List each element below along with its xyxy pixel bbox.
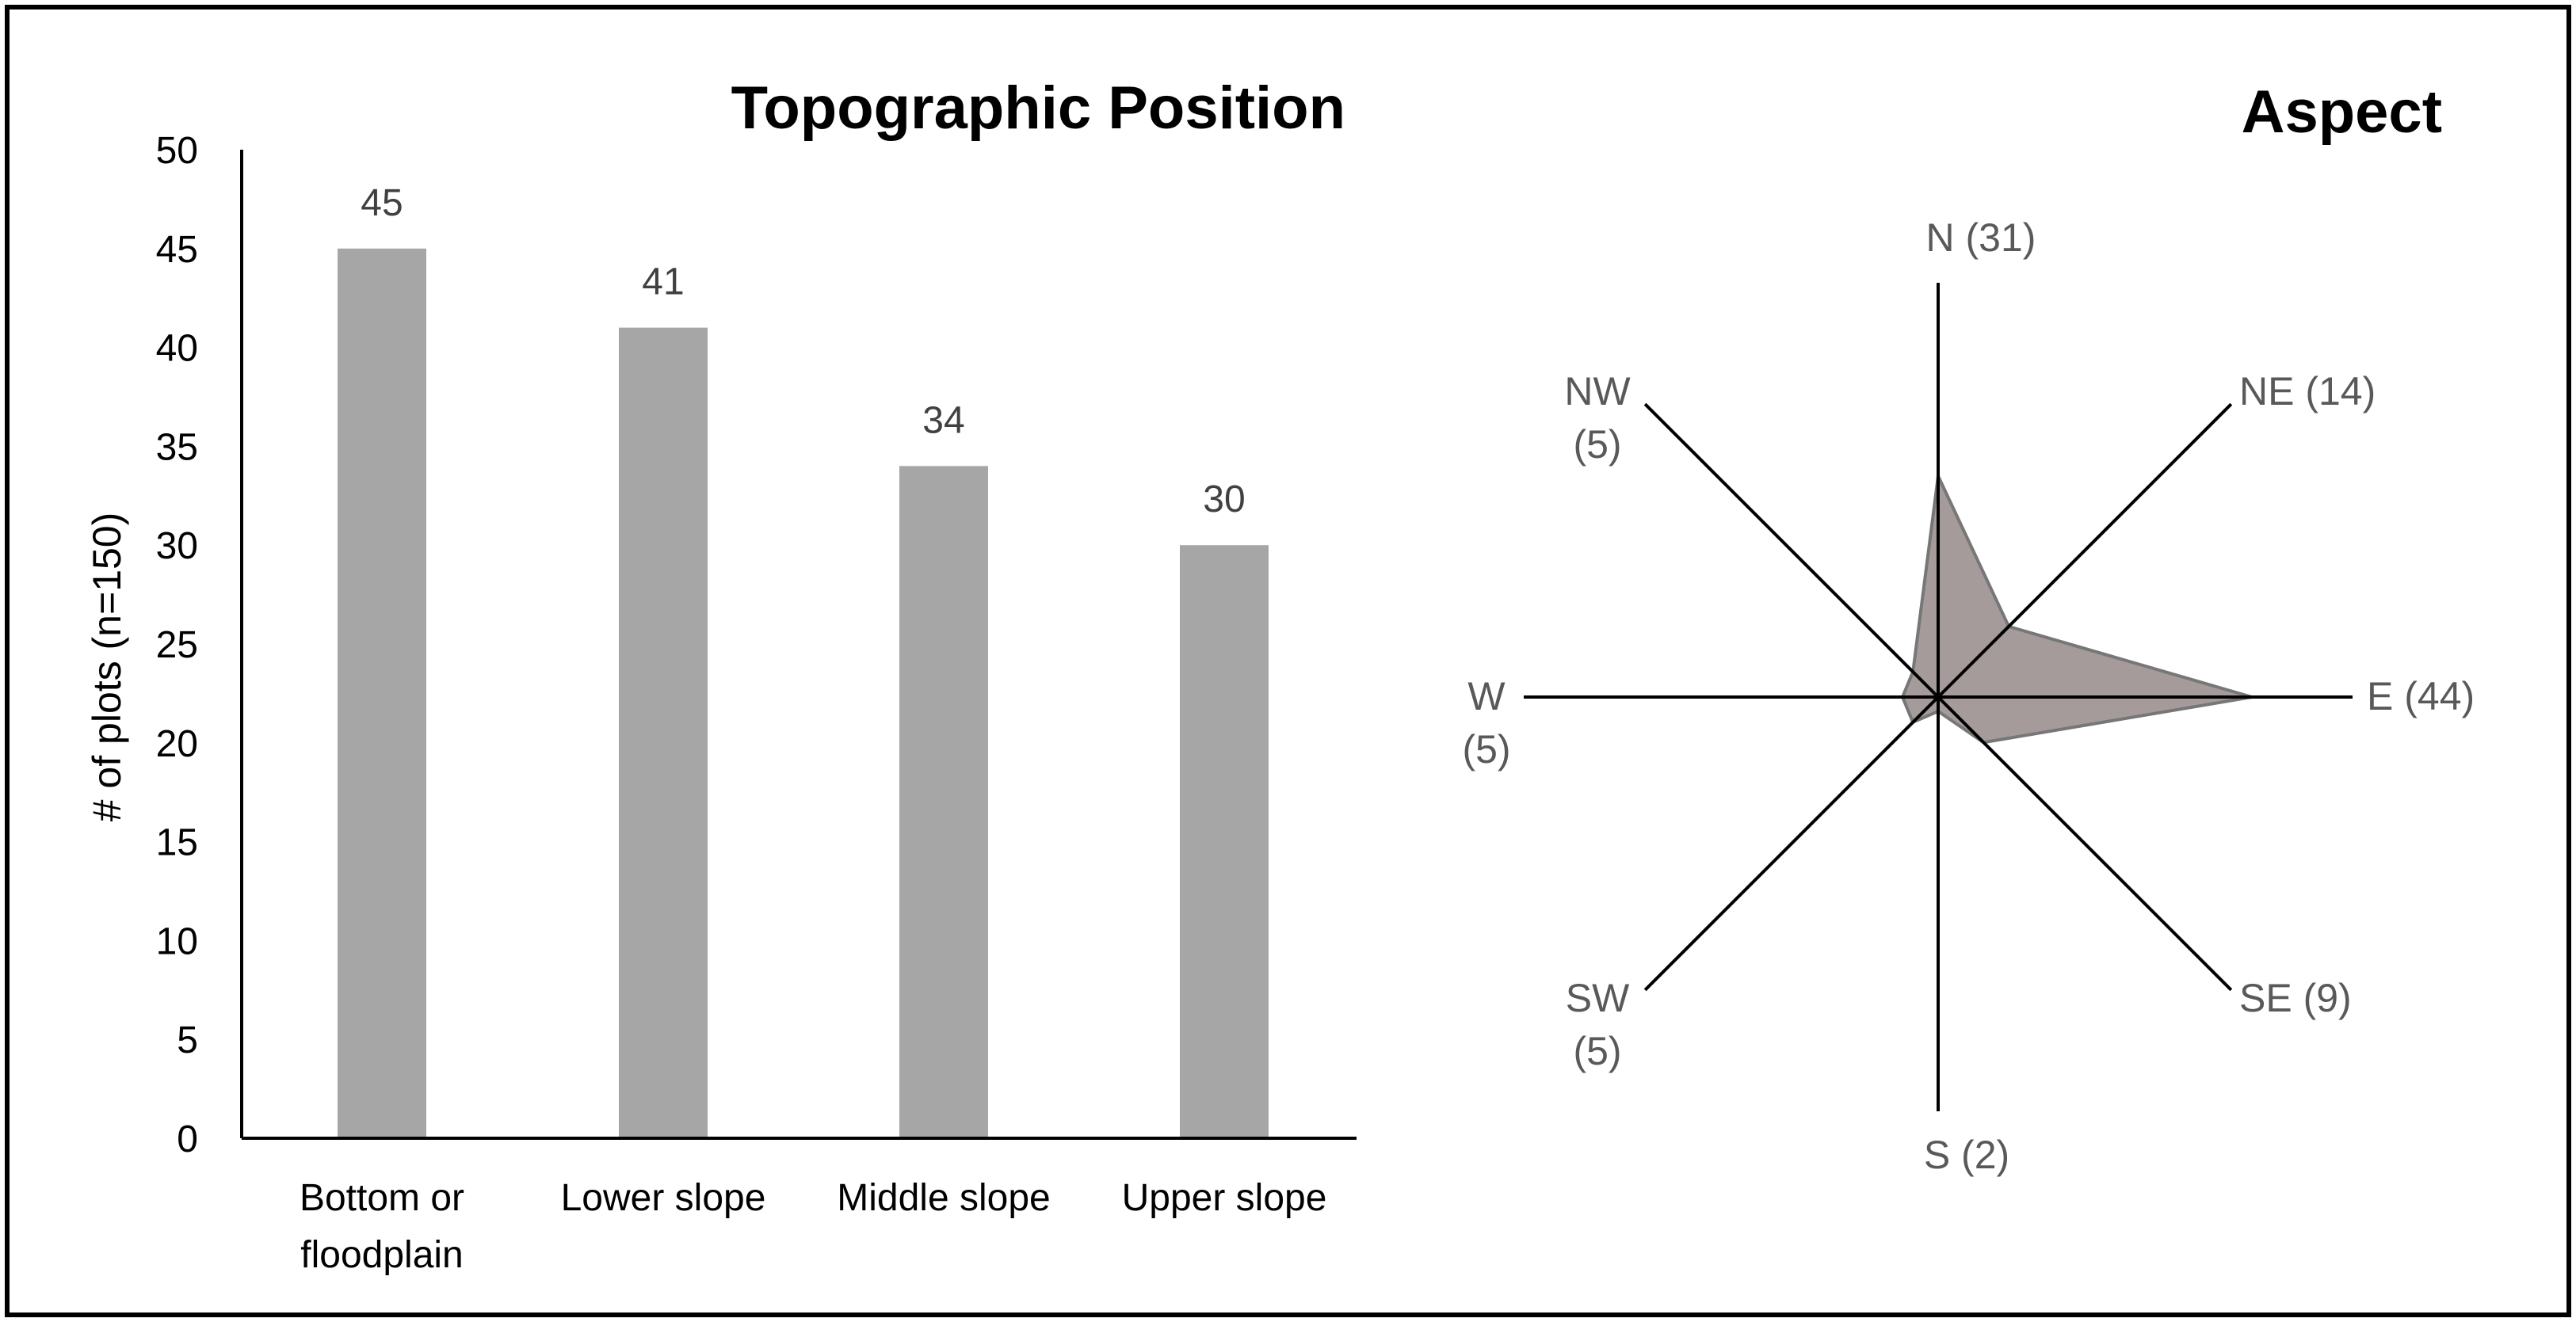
y-tick-label: 40 <box>156 328 198 370</box>
y-tick-label: 20 <box>156 723 198 765</box>
bar-chart: Topographic Position # of plots (n=150) … <box>85 74 1357 1276</box>
y-tick-label: 10 <box>156 920 198 962</box>
radar-label-w: W <box>1467 674 1506 718</box>
radar-label-nw: NW <box>1564 369 1631 413</box>
bar <box>899 466 988 1138</box>
radar-label-nw: (5) <box>1573 422 1621 467</box>
data-label: 34 <box>922 399 964 441</box>
radar-label-n: N (31) <box>1926 215 2036 260</box>
radar-axis-labels: N (31) NE (14) E (44) SE (9) S (2) SW (5) W (5) N… <box>1462 215 2475 1177</box>
bar <box>1180 545 1269 1138</box>
data-label: 45 <box>361 182 403 224</box>
y-tick-label: 35 <box>156 426 198 468</box>
radar-axis-ne <box>1937 402 2233 699</box>
y-tick-label: 45 <box>156 229 198 271</box>
x-tick-label: Middle slope <box>837 1177 1050 1219</box>
data-label: 41 <box>642 261 684 303</box>
y-tick-label: 30 <box>156 525 198 567</box>
radar-label-ne: NE (14) <box>2239 369 2376 413</box>
radar-label-se: SE (9) <box>2239 976 2352 1020</box>
y-tick-label: 0 <box>177 1118 198 1160</box>
bar <box>338 248 426 1138</box>
y-tick-label: 50 <box>156 130 198 172</box>
y-axis-label: # of plots (n=150) <box>85 512 129 822</box>
radar-axes <box>1524 283 2353 1111</box>
y-tick-label: 25 <box>156 624 198 666</box>
data-labels: 45 41 34 30 <box>361 182 1245 520</box>
figure-frame <box>5 5 2571 1317</box>
radar-label-sw: SW <box>1566 976 1630 1020</box>
y-tick-labels: 0 5 10 15 20 25 30 35 40 45 50 <box>156 130 198 1160</box>
radar-label-sw: (5) <box>1573 1029 1621 1073</box>
data-label: 30 <box>1203 478 1245 520</box>
radar-chart-title: Aspect <box>2242 78 2442 146</box>
x-tick-label: floodplain <box>300 1234 464 1276</box>
x-tick-label: Upper slope <box>1122 1177 1327 1219</box>
radar-label-w: (5) <box>1462 727 1510 771</box>
x-tick-label: Lower slope <box>561 1177 766 1219</box>
radar-axis-nw <box>1643 402 1940 699</box>
radar-chart: Aspect N (31) NE (14) E (44) SE (9) S (2) SW (… <box>1462 78 2475 1177</box>
bars <box>338 248 1269 1138</box>
radar-axis-sw <box>1643 695 1940 992</box>
bar-chart-title: Topographic Position <box>731 74 1345 142</box>
radar-axis-se <box>1937 695 2233 992</box>
x-tick-label: Bottom or <box>300 1177 464 1219</box>
y-tick-label: 5 <box>177 1019 198 1061</box>
bar <box>619 327 708 1138</box>
radar-label-e: E (44) <box>2367 674 2475 718</box>
x-tick-labels: Bottom or floodplain Lower slope Middle slo… <box>300 1177 1326 1276</box>
radar-label-s: S (2) <box>1924 1133 2009 1177</box>
y-tick-label: 15 <box>156 822 198 864</box>
